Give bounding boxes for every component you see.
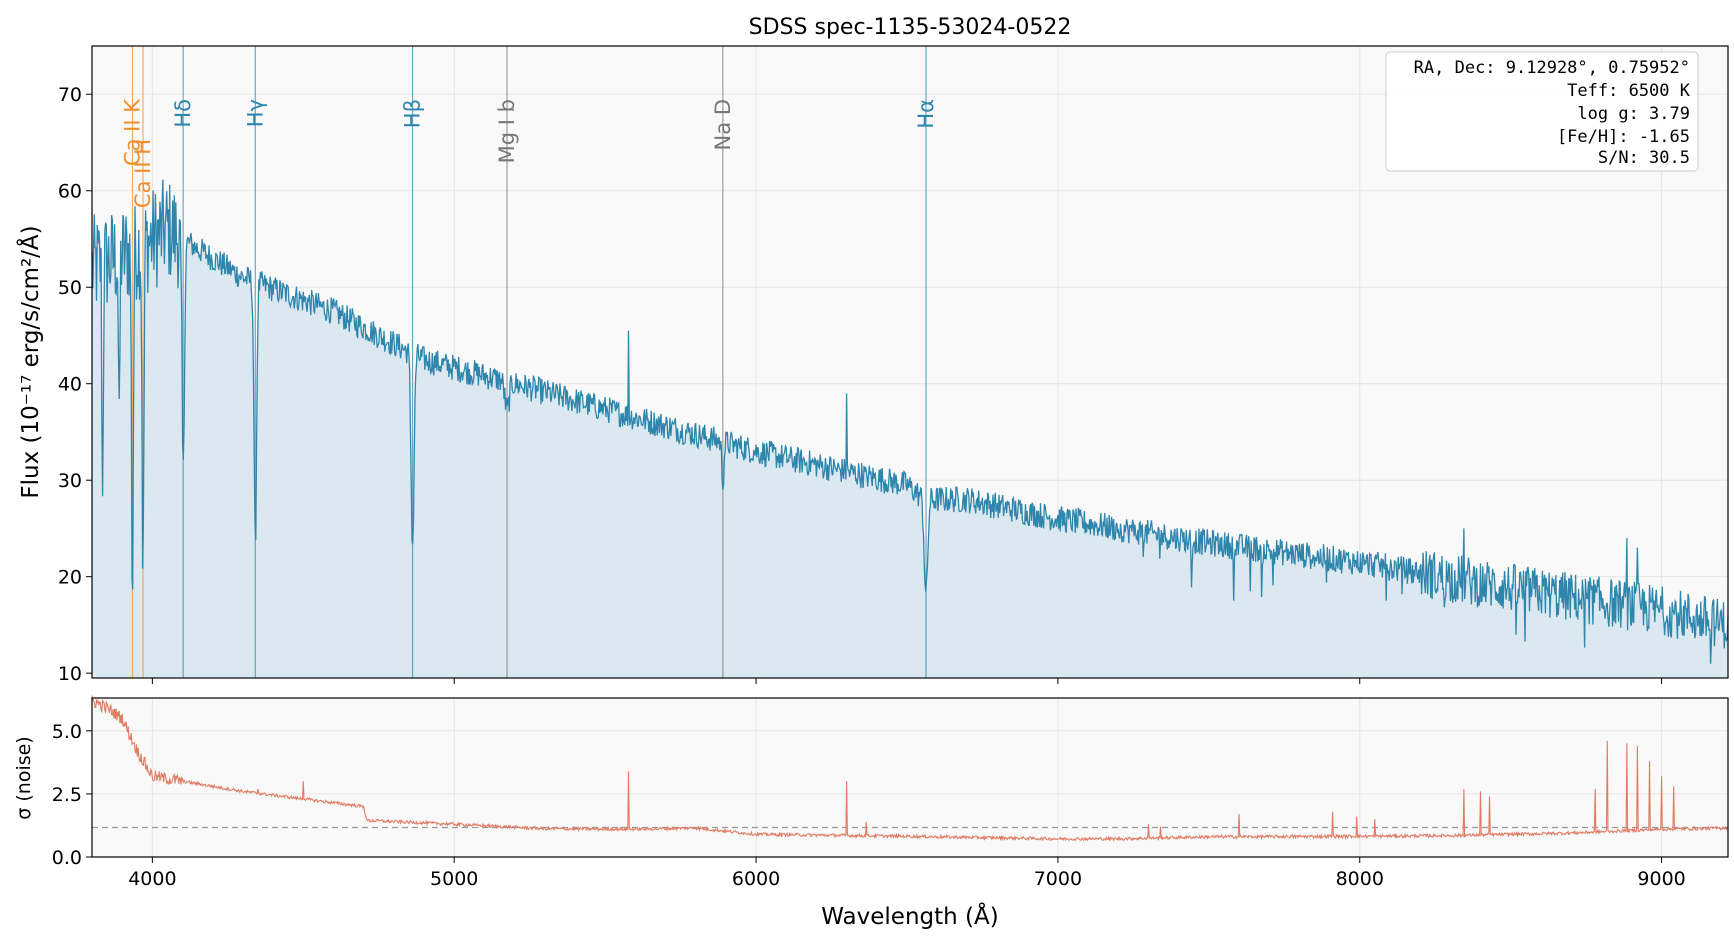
noise-x-tick-label: 4000 <box>128 868 176 890</box>
spectral-line-label: Mg I b <box>495 99 519 163</box>
info-box: RA, Dec: 9.12928°, 0.75952° Teff: 6500 K… <box>1385 51 1699 172</box>
spectral-line-label: Hβ <box>401 99 425 128</box>
spectral-line-markers: Ca II KCa II H Hδ Hγ Hβ Mg I b Na D Hα <box>120 46 938 678</box>
flux-y-tick-label: 40 <box>58 374 82 396</box>
x-axis-label: Wavelength (Å) <box>821 902 998 930</box>
info-box-frame <box>1385 51 1699 172</box>
noise-panel-background <box>92 698 1728 857</box>
noise-x-tick-label: 5000 <box>430 868 478 890</box>
noise-x-tick-label: 6000 <box>732 868 780 890</box>
noise-x-tick-label: 9000 <box>1637 868 1685 890</box>
flux-y-tick-label: 20 <box>58 567 82 589</box>
noise-y-tick-label: 0.0 <box>52 847 82 869</box>
flux-y-tick-label: 70 <box>58 84 82 106</box>
noise-y-axis-label: σ (noise) <box>13 736 35 819</box>
spectral-line-label: Ca II K <box>120 98 144 166</box>
noise-y-tick-label: 5.0 <box>52 721 82 743</box>
info-snr: S/N: 30.5 <box>1598 148 1690 168</box>
noise-x-tick-label: 7000 <box>1034 868 1082 890</box>
info-coordinates: RA, Dec: 9.12928°, 0.75952° <box>1414 58 1690 78</box>
flux-y-tick-label: 60 <box>58 181 82 203</box>
spectral-line-label: Hα <box>914 99 938 129</box>
info-metallicity: [Fe/H]: -1.65 <box>1557 127 1690 147</box>
spectral-line-label: Hγ <box>243 99 267 127</box>
info-teff: Teff: 6500 K <box>1567 81 1691 101</box>
flux-axes: 10 20 30 40 50 60 70 <box>58 84 1663 685</box>
noise-panel-frame <box>91 697 1729 858</box>
spectral-line-label: Ca II H <box>131 139 155 208</box>
flux-y-axis-label: Flux (10⁻¹⁷ erg/s/cm²/Å) <box>16 225 44 498</box>
flux-y-tick-label: 50 <box>58 277 82 299</box>
spectral-line-label: Na D <box>711 99 735 150</box>
info-logg: log g: 3.79 <box>1577 104 1690 124</box>
spectral-line-label: Hδ <box>171 99 195 128</box>
noise-x-tick-label: 8000 <box>1336 868 1384 890</box>
flux-spectrum-line <box>91 179 1729 664</box>
noise-axes: 4000 5000 6000 7000 8000 9000 0.0 2.5 5.0 <box>52 721 1686 890</box>
noise-y-tick-label: 2.5 <box>52 784 82 806</box>
flux-y-tick-label: 10 <box>58 663 82 685</box>
chart-title: SDSS spec-1135-53024-0522 <box>749 15 1072 40</box>
flux-panel-frame <box>91 45 1729 679</box>
noise-spectrum-line <box>91 695 1729 842</box>
flux-y-tick-label: 30 <box>58 470 82 492</box>
flux-fill-area <box>92 179 1728 678</box>
